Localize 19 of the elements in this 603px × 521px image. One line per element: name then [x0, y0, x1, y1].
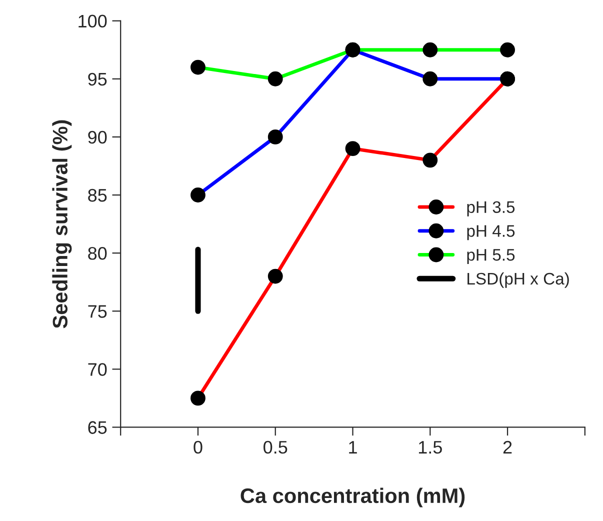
- x-tick-label: 1.5: [418, 441, 442, 454]
- x-tick-label: 1: [349, 441, 357, 454]
- y-tick-label: 85: [88, 188, 107, 202]
- y-tick-label: 100: [78, 14, 107, 28]
- y-tick-label: 95: [88, 72, 107, 86]
- y-tick-label: 80: [88, 246, 107, 260]
- x-tick-label: 0: [194, 440, 202, 454]
- x-axis-title: Ca concentration (mM): [240, 488, 465, 508]
- x-tick-label: 0.5: [264, 440, 288, 454]
- y-tick-label: 90: [88, 130, 107, 144]
- y-tick-label: 75: [88, 305, 107, 318]
- legend-label: pH 4.5: [467, 225, 515, 240]
- y-tick-label: 65: [88, 421, 107, 434]
- y-axis-title: Seedling survival (%): [52, 120, 72, 328]
- legend-label: pH 3.5: [467, 201, 515, 216]
- legend-label: pH 5.5: [467, 249, 515, 264]
- legend-label: LSD(pH x Ca): [468, 272, 569, 288]
- x-tick-label: 2: [503, 440, 512, 454]
- y-tick-label: 70: [88, 363, 107, 376]
